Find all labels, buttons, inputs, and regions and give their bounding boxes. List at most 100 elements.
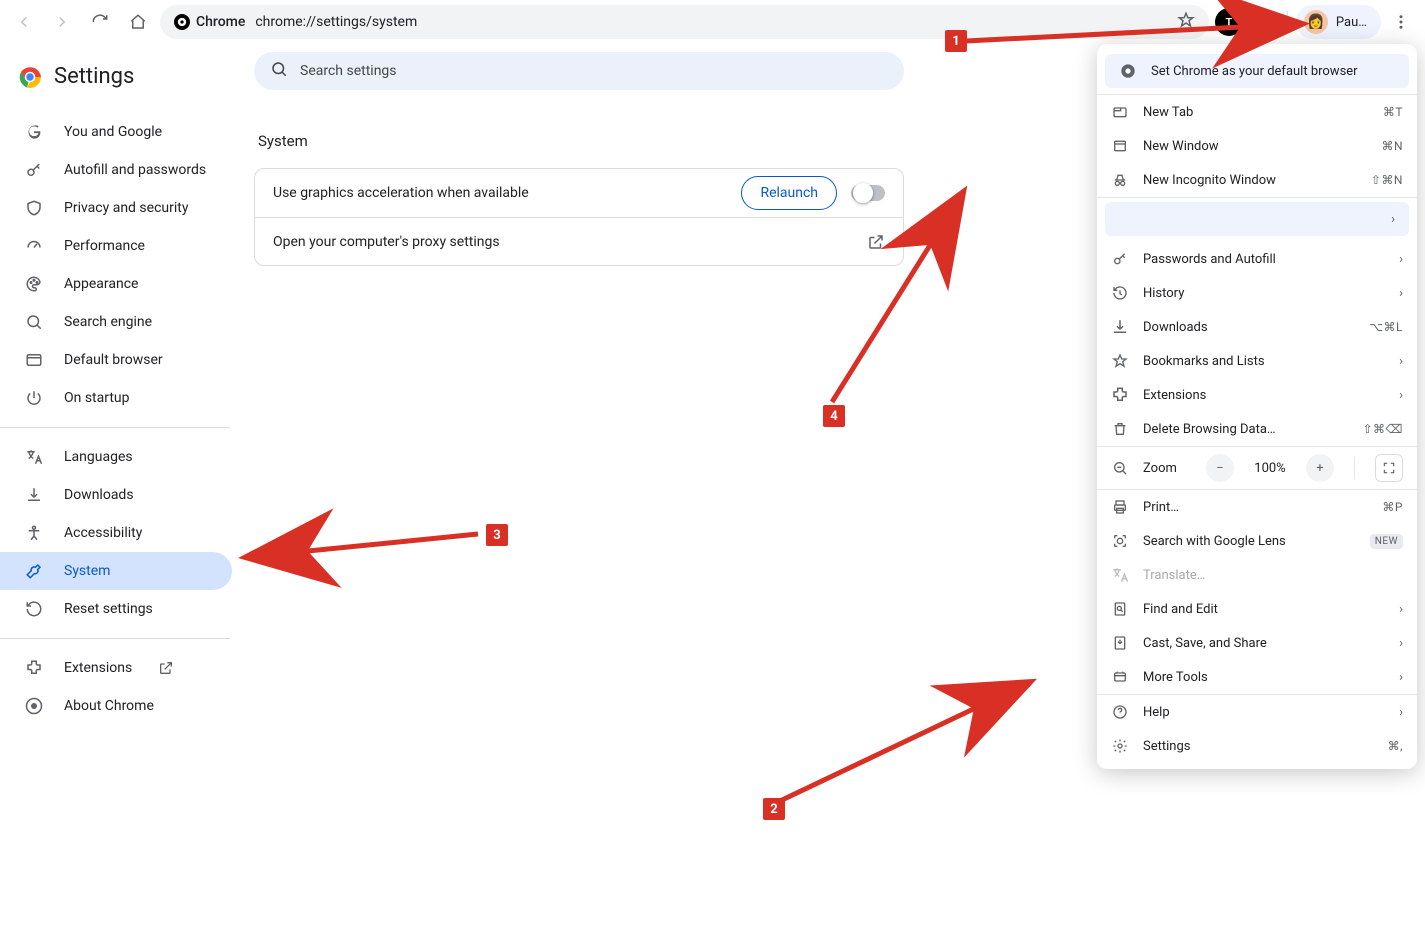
open-external-icon bbox=[158, 660, 174, 676]
nav-label: Appearance bbox=[64, 276, 138, 292]
nav-label: Default browser bbox=[64, 352, 163, 368]
nav-item-default-browser[interactable]: Default browser bbox=[0, 341, 232, 379]
menu-item-new-window[interactable]: New Window⌘N bbox=[1097, 129, 1417, 163]
toolbar-right: T 👩 Pau… bbox=[1215, 5, 1417, 39]
menu-item-new-incognito-window[interactable]: New Incognito Window ⇧⌘N bbox=[1097, 163, 1417, 197]
nav-label: System bbox=[64, 563, 110, 579]
nav-item-downloads[interactable]: Downloads bbox=[0, 476, 232, 514]
nav-label: Downloads bbox=[64, 487, 134, 503]
tools-icon bbox=[1111, 668, 1129, 686]
gear-icon bbox=[1111, 737, 1129, 755]
chevron-right-icon: › bbox=[1399, 705, 1403, 720]
zoom-out-button[interactable]: − bbox=[1206, 454, 1234, 482]
nav-item-reset-settings[interactable]: Reset settings bbox=[0, 590, 232, 628]
chrome-default-icon bbox=[1119, 62, 1137, 80]
menu-label: New Incognito Window bbox=[1143, 173, 1357, 188]
nav-label: About Chrome bbox=[64, 698, 154, 714]
kebab-menu-button[interactable] bbox=[1385, 6, 1417, 38]
annotation-callout-1: 1 bbox=[945, 30, 967, 52]
restore-icon bbox=[24, 599, 44, 619]
menu-zoom-row: Zoom − 100% + bbox=[1097, 447, 1417, 489]
zoom-in-button[interactable]: + bbox=[1306, 454, 1334, 482]
nav-item-about-chrome[interactable]: About Chrome bbox=[0, 687, 232, 725]
chrome-logo-icon bbox=[18, 65, 42, 89]
menu-item-help[interactable]: Help › bbox=[1097, 695, 1417, 729]
menu-label: Help bbox=[1143, 705, 1385, 720]
nav-item-privacy-and-security[interactable]: Privacy and security bbox=[0, 189, 232, 227]
chevron-right-icon: › bbox=[1399, 252, 1403, 267]
download-icon bbox=[1111, 318, 1129, 336]
menu-item-search-with-google-lens[interactable]: Search with Google LensNEW bbox=[1097, 524, 1417, 558]
row-gpu-acceleration: Use graphics acceleration when available… bbox=[255, 169, 903, 217]
browser-toolbar: Chrome chrome://settings/system T 👩 Pau… bbox=[0, 0, 1425, 44]
incog-icon bbox=[1111, 171, 1129, 189]
gpu-toggle[interactable] bbox=[851, 185, 885, 201]
find-icon bbox=[1111, 600, 1129, 618]
menu-item-extensions[interactable]: Extensions› bbox=[1097, 378, 1417, 412]
nav-item-autofill-and-passwords[interactable]: Autofill and passwords bbox=[0, 151, 232, 189]
extensions-icon[interactable] bbox=[1247, 6, 1279, 38]
bookmark-star-icon[interactable] bbox=[1177, 11, 1195, 33]
menu-shortcut: ⇧⌘N bbox=[1371, 173, 1403, 187]
menu-shortcut: ⌥⌘L bbox=[1369, 320, 1403, 334]
menu-item-blank[interactable]: .› bbox=[1105, 202, 1409, 236]
menu-set-default-browser[interactable]: Set Chrome as your default browser bbox=[1105, 54, 1409, 88]
extension-badge-icon[interactable]: T bbox=[1215, 8, 1243, 36]
menu-item-find-and-edit[interactable]: Find and Edit› bbox=[1097, 592, 1417, 626]
wrench-icon bbox=[24, 561, 44, 581]
nav-item-languages[interactable]: Languages bbox=[0, 438, 232, 476]
menu-item-print[interactable]: Print…⌘P bbox=[1097, 490, 1417, 524]
menu-item-settings[interactable]: Settings⌘, bbox=[1097, 729, 1417, 763]
address-bar[interactable]: Chrome chrome://settings/system bbox=[160, 5, 1209, 39]
access-icon bbox=[24, 523, 44, 543]
menu-item-cast-save-and-share[interactable]: Cast, Save, and Share› bbox=[1097, 626, 1417, 660]
settings-search[interactable]: Search settings bbox=[254, 52, 904, 90]
nav-item-performance[interactable]: Performance bbox=[0, 227, 232, 265]
nav-item-you-and-google[interactable]: You and Google bbox=[0, 113, 232, 151]
forward-button[interactable] bbox=[46, 6, 78, 38]
back-button[interactable] bbox=[8, 6, 40, 38]
star-icon bbox=[1111, 352, 1129, 370]
menu-item-downloads[interactable]: Downloads ⌥⌘L bbox=[1097, 310, 1417, 344]
download-icon bbox=[24, 485, 44, 505]
chrome-icon bbox=[24, 696, 44, 716]
history-icon bbox=[1111, 284, 1129, 302]
nav-item-extensions[interactable]: Extensions bbox=[0, 649, 232, 687]
nav-item-appearance[interactable]: Appearance bbox=[0, 265, 232, 303]
site-chip-label: Chrome bbox=[196, 14, 245, 30]
row-label: Use graphics acceleration when available bbox=[273, 185, 529, 201]
menu-item-new-tab[interactable]: New Tab⌘T bbox=[1097, 95, 1417, 129]
system-settings-card: Use graphics acceleration when available… bbox=[254, 168, 904, 266]
menu-item-bookmarks-and-lists[interactable]: Bookmarks and Lists› bbox=[1097, 344, 1417, 378]
reload-button[interactable] bbox=[84, 6, 116, 38]
window-icon bbox=[24, 350, 44, 370]
menu-label: History bbox=[1143, 286, 1385, 301]
translate-icon bbox=[24, 447, 44, 467]
nav-item-accessibility[interactable]: Accessibility bbox=[0, 514, 232, 552]
menu-item-more-tools[interactable]: More Tools› bbox=[1097, 660, 1417, 694]
nav-label: Languages bbox=[64, 449, 133, 465]
chrome-menu: Set Chrome as your default browser New T… bbox=[1097, 44, 1417, 769]
fullscreen-button[interactable] bbox=[1375, 454, 1403, 482]
ext-icon bbox=[24, 658, 44, 678]
key2-icon bbox=[1111, 250, 1129, 268]
profile-name: Pau… bbox=[1336, 15, 1367, 30]
profile-chip[interactable]: 👩 Pau… bbox=[1296, 5, 1381, 39]
nav-label: You and Google bbox=[64, 124, 162, 140]
menu-label: Downloads bbox=[1143, 320, 1355, 335]
menu-item-history[interactable]: History› bbox=[1097, 276, 1417, 310]
menu-item-delete-browsing-data[interactable]: Delete Browsing Data…⇧⌘⌫ bbox=[1097, 412, 1417, 446]
menu-shortcut: ⌘T bbox=[1383, 105, 1403, 119]
menu-shortcut: ⌘P bbox=[1382, 500, 1403, 514]
relaunch-button[interactable]: Relaunch bbox=[741, 176, 837, 210]
row-proxy-settings[interactable]: Open your computer's proxy settings bbox=[255, 217, 903, 265]
home-button[interactable] bbox=[122, 6, 154, 38]
nav-item-on-startup[interactable]: On startup bbox=[0, 379, 232, 417]
menu-item-passwords-and-autofill[interactable]: Passwords and Autofill› bbox=[1097, 242, 1417, 276]
menu-label: Find and Edit bbox=[1143, 602, 1385, 617]
nav-item-search-engine[interactable]: Search engine bbox=[0, 303, 232, 341]
nav-label: Accessibility bbox=[64, 525, 142, 541]
menu-separator bbox=[1097, 197, 1417, 198]
nav-item-system[interactable]: System bbox=[0, 552, 232, 590]
chevron-right-icon: › bbox=[1399, 636, 1403, 651]
